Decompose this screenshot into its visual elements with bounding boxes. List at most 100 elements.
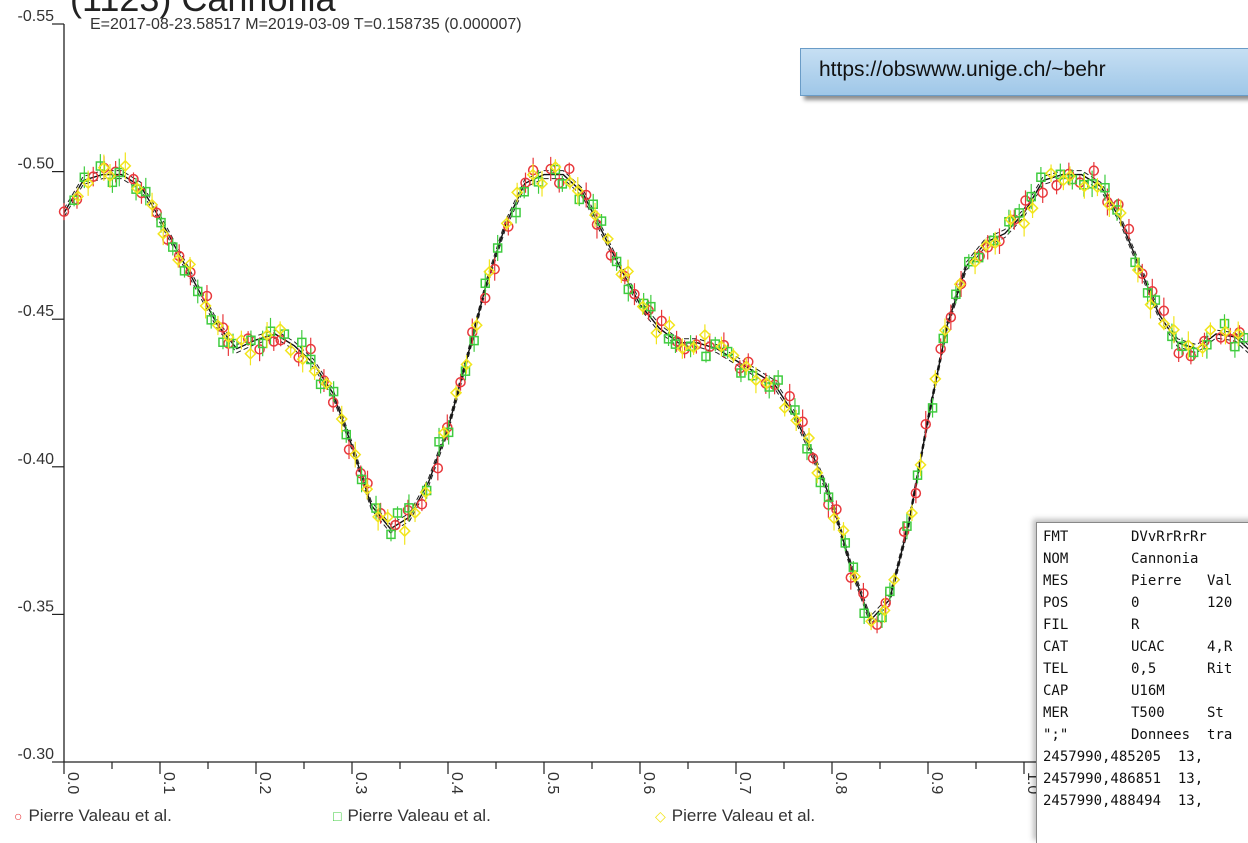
url-text[interactable]: https://obswww.unige.ch/~behr — [819, 58, 1106, 81]
data-point-diamond — [1167, 323, 1180, 336]
data-point-square — [840, 538, 851, 548]
data-point-diamond — [865, 615, 878, 628]
data-point-diamond — [296, 353, 309, 366]
data-point-square — [848, 562, 859, 572]
data-point-circle — [935, 343, 946, 355]
data-point-diamond — [989, 237, 1002, 250]
data-point-square — [670, 339, 681, 349]
data-point-square — [404, 503, 414, 513]
data-point-circle — [343, 444, 355, 455]
data-point-circle — [128, 173, 139, 185]
data-point-square — [297, 337, 307, 348]
panel-row: CAP U16M — [1043, 683, 1165, 699]
data-point-circle — [1088, 165, 1100, 176]
data-point-circle — [945, 311, 957, 323]
data-point-circle — [1158, 305, 1170, 317]
data-point-circle — [656, 315, 667, 327]
x-tick-label: 0.2 — [256, 772, 273, 794]
data-point-circle — [858, 588, 869, 599]
legend-label-green: Pierre Valeau et al. — [347, 806, 491, 825]
data-point-square — [492, 243, 503, 253]
data-point-square — [802, 444, 812, 454]
data-point-circle — [743, 356, 754, 368]
data-point-square — [434, 437, 444, 447]
data-point-circle — [242, 333, 254, 344]
data-point-diamond — [636, 300, 649, 313]
data-point-diamond — [483, 265, 496, 278]
data-point-square — [114, 167, 125, 178]
data-point-diamond — [308, 365, 321, 378]
data-point-diamond — [663, 319, 676, 332]
data-point-diamond — [235, 333, 248, 347]
data-point-circle — [605, 250, 617, 261]
data-point-diamond — [437, 426, 451, 439]
data-point-circle — [268, 336, 280, 347]
data-point-square — [179, 266, 190, 276]
data-point-circle — [489, 263, 500, 275]
data-point-diamond — [979, 239, 993, 252]
data-point-square — [469, 335, 479, 346]
data-point-diamond — [837, 524, 850, 537]
data-point-diamond — [802, 431, 816, 445]
data-point-diamond — [1219, 325, 1232, 338]
x-tick-label: 0.5 — [544, 772, 561, 794]
data-point-diamond — [284, 344, 297, 357]
y-tick-label: -0.55 — [18, 8, 55, 25]
data-point-circle — [807, 452, 819, 464]
data-point-circle — [920, 418, 931, 430]
data-point-diamond — [1103, 199, 1116, 212]
x-tick-label: 0.1 — [160, 772, 177, 794]
data-point-square — [623, 284, 634, 295]
data-point-square — [1142, 288, 1153, 298]
data-point-square — [701, 351, 711, 362]
data-point-diamond — [381, 511, 394, 524]
data-point-diamond — [1044, 167, 1058, 180]
data-point-square — [596, 216, 607, 226]
data-point-square — [328, 386, 339, 397]
data-point-square — [1026, 191, 1036, 202]
data-point-diamond — [1018, 217, 1031, 230]
data-point-diamond — [183, 258, 197, 271]
data-point-circle — [1037, 187, 1048, 198]
panel-row: TEL 0,5 Rit — [1043, 661, 1233, 677]
data-point-diamond — [621, 265, 635, 278]
y-tick-label: -0.30 — [18, 746, 55, 763]
legend-item-yellow: ◇ Pierre Valeau et al. — [655, 806, 815, 826]
y-tick-label: -0.35 — [18, 598, 55, 615]
data-point-diamond — [749, 374, 762, 387]
x-tick-label: 0.3 — [352, 772, 369, 794]
x-tick-label: 0.8 — [832, 772, 849, 794]
chart-title: (1123) Cannonia — [70, 0, 336, 20]
data-point-diamond — [372, 510, 385, 523]
data-point-square — [519, 187, 529, 197]
url-banner[interactable]: https://obswww.unige.ch/~behr — [800, 48, 1248, 96]
data-point-square — [341, 429, 351, 440]
data-point-diamond — [535, 177, 549, 190]
data-point-diamond — [571, 184, 584, 197]
x-tick-label: 0.4 — [448, 772, 465, 794]
data-point-square — [638, 298, 649, 309]
data-file-panel[interactable]: FMT DVvRrRrRr NOM Cannonia MES Pierre Val PO… — [1036, 522, 1248, 843]
data-point-circle — [564, 163, 575, 175]
panel-row: FMT DVvRrRrRr — [1043, 529, 1207, 545]
data-point-diamond — [398, 525, 411, 538]
data-point-diamond — [199, 299, 212, 312]
data-point-diamond — [827, 512, 841, 525]
data-point-diamond — [97, 161, 110, 174]
data-point-square — [815, 477, 826, 488]
panel-row: FIL R — [1043, 617, 1140, 633]
data-point-diamond — [715, 340, 728, 353]
data-point-square — [588, 199, 598, 209]
data-point-diamond — [470, 319, 483, 332]
data-point-diamond — [601, 232, 614, 245]
legend-diamond-icon: ◇ — [655, 808, 666, 824]
data-point-diamond — [938, 324, 952, 337]
data-point-square — [885, 586, 895, 597]
data-point-circle — [254, 344, 265, 355]
data-point-diamond — [1063, 170, 1077, 183]
data-point-square — [1036, 172, 1046, 182]
data-point-square — [356, 474, 367, 485]
data-point-diamond — [727, 349, 740, 362]
chart-subtitle: E=2017-08-23.58517 M=2019-03-09 T=0.1587… — [90, 16, 522, 33]
